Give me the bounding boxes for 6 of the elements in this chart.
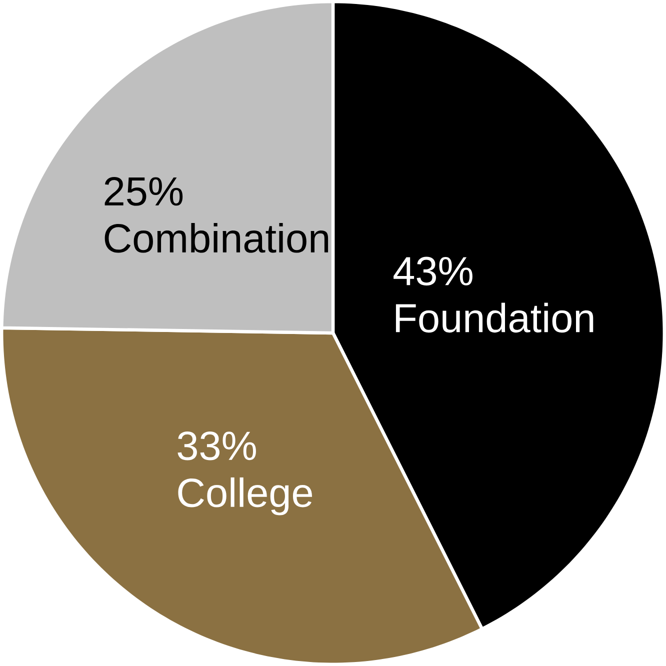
slice-label: College xyxy=(178,477,312,516)
data-label: 25% xyxy=(104,177,183,206)
data-label: 33% xyxy=(178,431,256,460)
slice-label: Combination xyxy=(104,222,328,253)
slice-label: Foundation xyxy=(396,302,594,333)
data-label: 43% xyxy=(394,256,472,286)
